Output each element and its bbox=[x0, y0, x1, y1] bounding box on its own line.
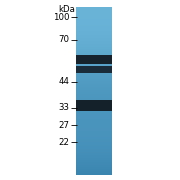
Text: 33: 33 bbox=[58, 103, 69, 112]
Text: 27: 27 bbox=[58, 121, 69, 130]
Text: 100: 100 bbox=[53, 13, 69, 22]
Bar bbox=[76, 100, 112, 111]
Text: 22: 22 bbox=[58, 138, 69, 147]
Text: 44: 44 bbox=[58, 77, 69, 86]
Text: kDa: kDa bbox=[58, 5, 75, 14]
Bar bbox=[76, 55, 112, 64]
Text: 70: 70 bbox=[58, 35, 69, 44]
Bar bbox=[76, 66, 112, 73]
